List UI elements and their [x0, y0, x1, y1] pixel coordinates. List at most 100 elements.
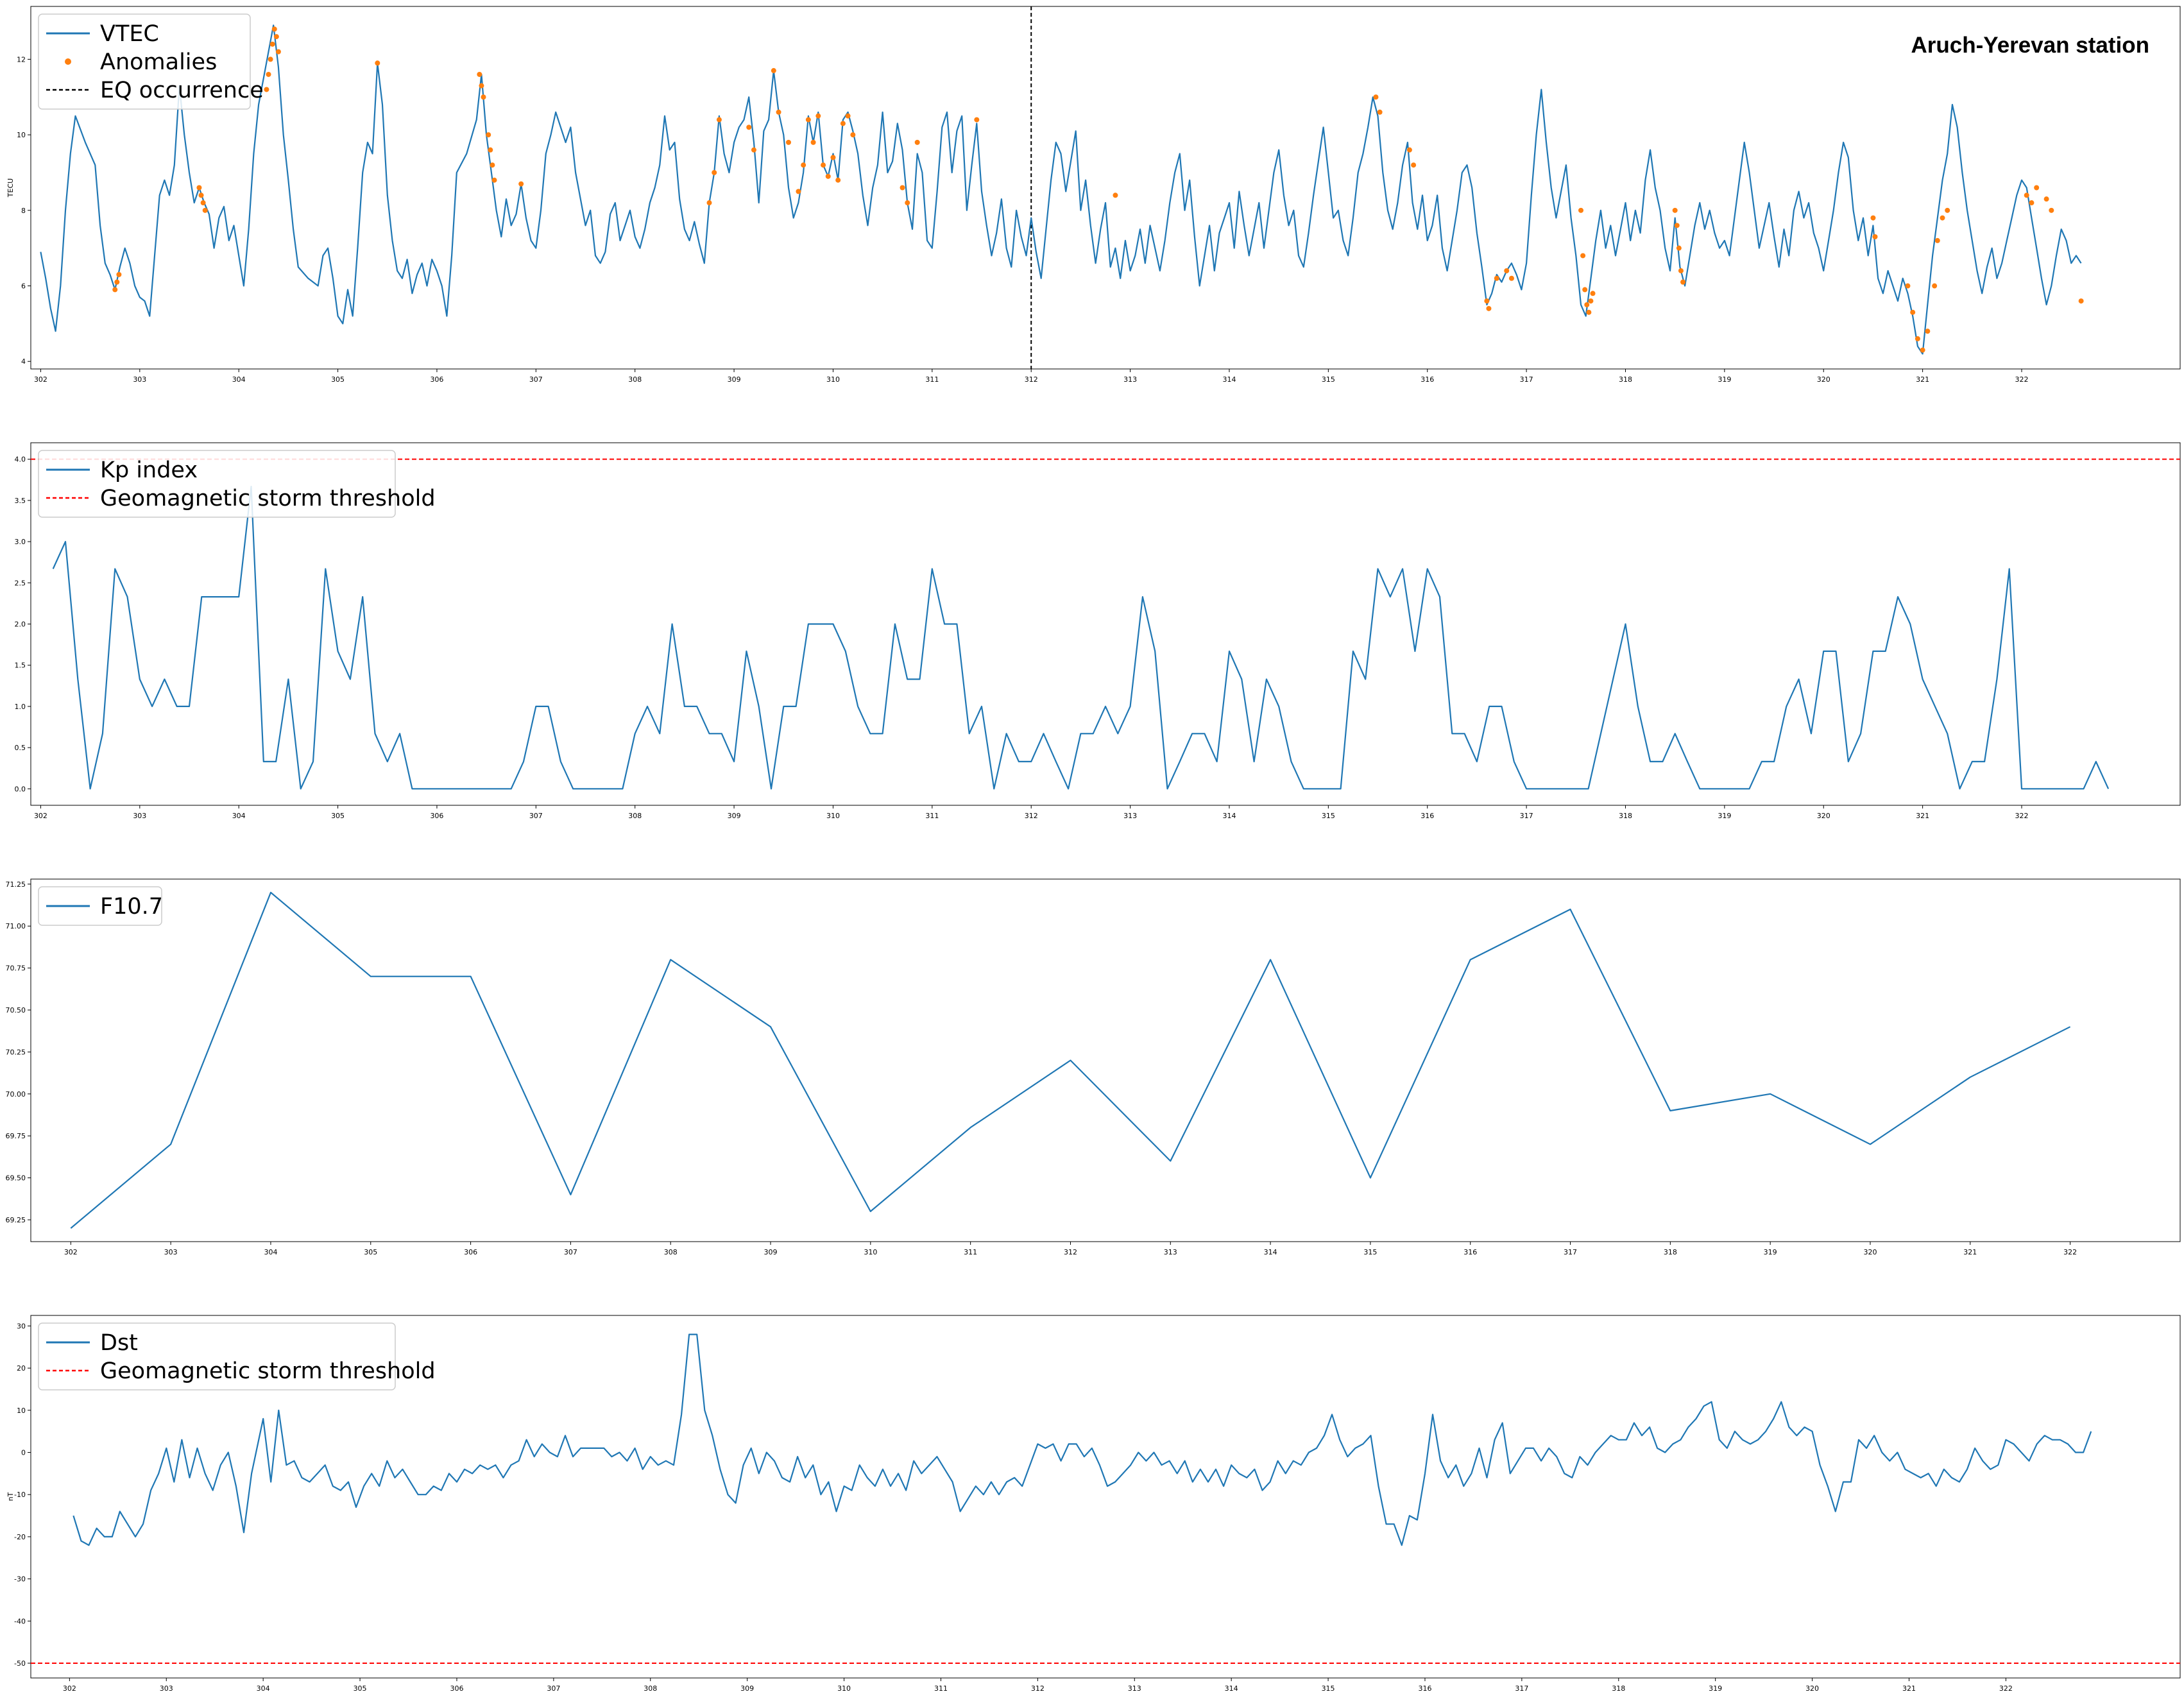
y-tick-label: 6	[21, 282, 26, 291]
legend-label-dst: Dst	[100, 1330, 138, 1356]
anomaly-point	[1578, 207, 1584, 213]
x-tick-label: 314	[1222, 812, 1236, 820]
anomaly-point	[1676, 245, 1682, 251]
anomaly-point	[202, 207, 208, 213]
anomaly-point	[1582, 287, 1588, 293]
anomaly-point	[776, 109, 781, 115]
anomaly-point	[114, 279, 120, 285]
y-tick-label: 4.0	[15, 456, 26, 464]
axes-frame	[30, 1315, 2181, 1679]
x-tick-label: 309	[728, 812, 741, 820]
anomaly-point	[1915, 336, 1920, 341]
x-tick-label: 309	[740, 1684, 754, 1693]
x-tick-label: 303	[164, 1248, 178, 1256]
x-tick-label: 321	[1902, 1684, 1916, 1693]
y-tick-label: 20	[17, 1364, 26, 1373]
y-tick-label: 0.0	[15, 785, 26, 793]
y-tick-label: 12	[17, 55, 26, 64]
x-tick-label: 315	[1363, 1248, 1377, 1256]
x-tick-label: 304	[232, 375, 246, 384]
y-tick-label: 1.5	[15, 662, 26, 670]
anomaly-point	[974, 117, 980, 123]
x-tick-label: 309	[764, 1248, 778, 1256]
x-tick-label: 320	[1817, 812, 1830, 820]
x-tick-label: 317	[1520, 375, 1533, 384]
x-tick-label: 311	[925, 812, 939, 820]
x-tick-label: 322	[1999, 1684, 2013, 1693]
anomaly-point	[2078, 298, 2084, 304]
x-tick-label: 322	[2015, 812, 2028, 820]
anomaly-point	[1508, 275, 1514, 281]
anomaly-point	[1377, 109, 1383, 115]
x-tick-label: 305	[331, 375, 345, 384]
legend-box	[38, 1322, 396, 1390]
x-tick-label: 318	[1664, 1248, 1677, 1256]
y-tick-label: 69.75	[6, 1132, 26, 1140]
anomaly-point	[1925, 329, 1931, 334]
x-tick-label: 316	[1420, 375, 1434, 384]
x-tick-label: 319	[1709, 1684, 1722, 1693]
anomaly-point	[1584, 302, 1590, 307]
legend-label-geomagnetic-storm-threshold: Geomagnetic storm threshold	[100, 486, 436, 511]
y-tick-label: 69.25	[6, 1216, 26, 1224]
y-axis-label: nT	[6, 1492, 15, 1501]
x-tick-label: 302	[64, 1248, 78, 1256]
x-tick-label: 320	[1805, 1684, 1819, 1693]
anomaly-point	[490, 162, 495, 168]
panel-2: 302 303 304 305 306 307 308 309 310 311 312 313 314 3…	[15, 442, 2181, 820]
x-tick-label: 321	[1916, 375, 1929, 384]
anomaly-point	[845, 113, 851, 119]
x-tick-label: 312	[1031, 1684, 1045, 1693]
x-tick-label: 316	[1418, 1684, 1431, 1693]
anomaly-point	[2049, 207, 2054, 213]
anomaly-point	[1945, 207, 1950, 213]
anomaly-point	[1940, 215, 1945, 221]
legend: Kp index Geomagnetic storm threshold	[38, 450, 436, 518]
anomaly-point	[198, 193, 204, 198]
series-line-dst	[73, 1333, 2092, 1546]
anomaly-point	[1113, 193, 1118, 198]
x-tick-label: 318	[1612, 1684, 1625, 1693]
anomaly-point	[712, 169, 717, 175]
x-tick-label: 311	[934, 1684, 948, 1693]
anomaly-point	[1674, 223, 1680, 228]
x-tick-label: 310	[837, 1684, 851, 1693]
y-tick-label: 69.50	[6, 1174, 26, 1183]
anomaly-point	[805, 117, 811, 123]
anomaly-point	[1932, 283, 1938, 289]
anomaly-point	[905, 200, 910, 206]
x-tick-label: 322	[2063, 1248, 2077, 1256]
x-tick-label: 311	[964, 1248, 977, 1256]
x-tick-label: 313	[1128, 1684, 1141, 1693]
anomaly-point	[266, 71, 271, 77]
anomaly-point	[1920, 347, 1925, 353]
x-tick-label: 306	[464, 1248, 477, 1256]
anomaly-point	[268, 56, 273, 62]
series-line-f10-7	[70, 891, 2071, 1229]
anomaly-point	[771, 68, 776, 74]
anomaly-point	[716, 117, 722, 123]
legend-label-kp-index: Kp index	[100, 458, 198, 483]
anomaly-point	[825, 173, 831, 179]
anomaly-point	[746, 124, 752, 130]
plot-area	[31, 458, 2180, 790]
panel-3: 302 303 304 305 306 307 308 309 310 311 312 313 314 3…	[6, 878, 2181, 1256]
plot-area	[31, 1333, 2180, 1664]
x-tick-label: 313	[1123, 375, 1137, 384]
series-line-kp-index	[52, 486, 2110, 790]
axes-frame	[30, 878, 2181, 1242]
legend-label-anomalies: Anomalies	[100, 49, 217, 75]
x-tick-label: 315	[1322, 375, 1335, 384]
anomaly-point	[1411, 162, 1417, 168]
anomaly-point	[1406, 147, 1412, 153]
x-tick-label: 310	[864, 1248, 877, 1256]
panel-1: 302 303 304 305 306 307 308 309 310 311 312 313 314 3…	[6, 6, 2181, 384]
y-tick-label: 70.50	[6, 1006, 26, 1014]
y-tick-label: 71.25	[6, 880, 26, 889]
x-tick-label: 303	[160, 1684, 173, 1693]
anomaly-point	[1484, 298, 1490, 304]
x-tick-label: 316	[1463, 1248, 1477, 1256]
x-tick-label: 313	[1123, 812, 1137, 820]
x-tick-label: 321	[1916, 812, 1929, 820]
x-tick-label: 305	[364, 1248, 377, 1256]
